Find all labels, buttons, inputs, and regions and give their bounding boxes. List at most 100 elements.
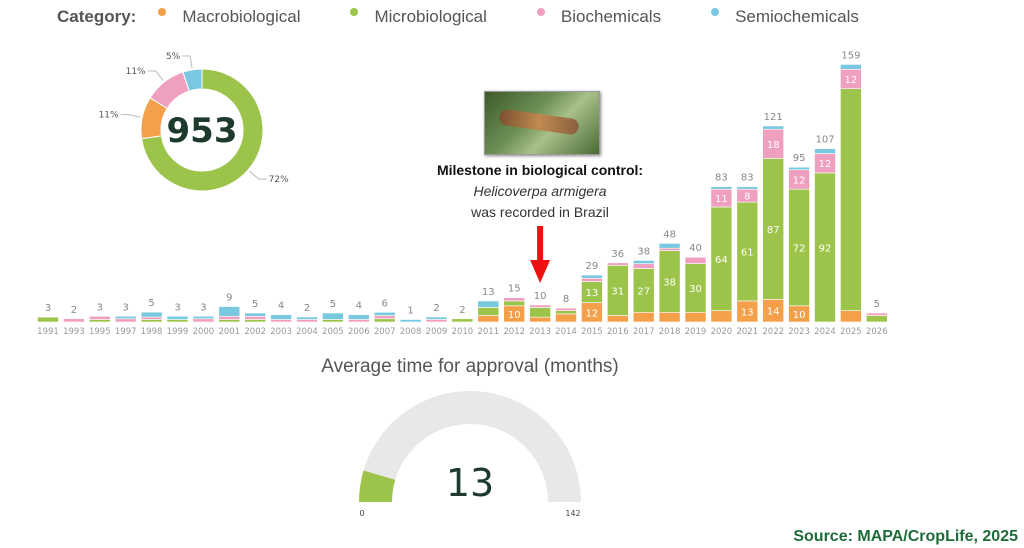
bar-segment-label: 61	[741, 248, 754, 259]
x-tick-label: 2020	[711, 327, 733, 337]
gauge-track	[359, 391, 581, 502]
legend-item-micro[interactable]: Microbiological	[350, 7, 487, 27]
bar-segment-microbiological	[140, 319, 163, 323]
bar-segment-biochemicals	[373, 315, 396, 320]
bar-total-label: 83	[715, 173, 728, 184]
x-tick-label: 2024	[814, 327, 836, 337]
legend-item-semio[interactable]: Semiochemicals	[711, 7, 859, 27]
bar-segment-semiochemicals	[244, 312, 266, 317]
bar-segment-label: 30	[689, 284, 702, 295]
bar-segment-biochemicals	[503, 297, 526, 302]
bar-segment-biochemicals	[296, 319, 318, 323]
x-tick-label: 2021	[736, 327, 758, 337]
bar-total-label: 3	[45, 303, 51, 314]
bar-segment-semiochemicals	[399, 319, 422, 323]
bar-total-label: 36	[611, 249, 624, 260]
gauge-min-label: 0	[359, 509, 364, 518]
bar-total-label: 107	[815, 135, 834, 146]
x-tick-label: 2002	[244, 327, 266, 337]
legend-dot-icon	[711, 8, 720, 16]
bar-segment-semiochemicals	[140, 311, 163, 318]
bar-segment-label: 12	[819, 159, 832, 170]
bar-segment-label: 12	[793, 175, 806, 186]
bar-segment-semiochemicals	[658, 243, 681, 249]
bar-segment-microbiological	[555, 310, 577, 315]
bar-segment-label: 13	[741, 307, 754, 318]
bar-segment-microbiological	[166, 319, 189, 323]
bar-segment-semiochemicals	[581, 274, 603, 279]
bar-total-label: 3	[200, 302, 206, 313]
bar-segment-semiochemicals	[347, 314, 370, 320]
bar-total-label: 2	[304, 303, 310, 314]
x-tick-label: 1993	[63, 327, 85, 337]
bar-total-label: 159	[841, 50, 860, 61]
bar-segment-microbiological	[373, 318, 396, 323]
x-tick-label: 2000	[193, 327, 215, 337]
legend-dot-icon	[536, 8, 545, 16]
bar-segment-microbiological	[244, 319, 266, 323]
bar-segment-semiochemicals	[192, 315, 215, 320]
bar-segment-label: 27	[637, 286, 650, 297]
x-tick-label: 2008	[400, 327, 422, 337]
legend-item-bio[interactable]: Biochemicals	[536, 7, 661, 27]
bar-segment-macrobiological	[632, 311, 655, 323]
bar-total-label: 2	[71, 305, 77, 316]
bar-total-label: 95	[793, 153, 806, 164]
bar-segment-microbiological	[477, 307, 500, 316]
bar-total-label: 121	[764, 112, 783, 123]
bar-segment-biochemicals	[89, 315, 111, 320]
bar-segment-semiochemicals	[632, 260, 655, 264]
donut-slice-microbiological	[141, 68, 264, 192]
bar-segment-biochemicals	[140, 316, 163, 320]
bar-total-label: 15	[508, 284, 521, 295]
bar-total-label: 3	[174, 302, 180, 313]
x-tick-label: 2023	[788, 327, 810, 337]
chart-legend: Category: Macrobiological Microbiologica…	[57, 6, 909, 28]
bar-total-label: 5	[252, 299, 258, 310]
bar-total-label: 6	[382, 298, 388, 309]
bar-segment-biochemicals	[581, 277, 603, 282]
donut-leader-line	[249, 170, 267, 180]
x-tick-label: 1995	[89, 327, 111, 337]
bar-segment-biochemicals	[425, 319, 448, 323]
bar-segment-label: 14	[767, 307, 780, 318]
x-tick-label: 2025	[840, 327, 862, 337]
bar-segment-label: 10	[793, 310, 806, 321]
x-tick-label: 2004	[296, 327, 318, 337]
bar-segment-microbiological	[840, 88, 862, 311]
x-tick-label: 2013	[529, 327, 551, 337]
caterpillar-shape	[498, 108, 580, 136]
bar-segment-biochemicals	[192, 318, 215, 323]
x-tick-label: 2018	[659, 327, 681, 337]
bar-segment-biochemicals	[632, 263, 655, 269]
x-tick-label: 2026	[866, 327, 888, 337]
x-tick-label: 2019	[685, 327, 707, 337]
bar-segment-biochemicals	[529, 304, 551, 308]
bar-segment-biochemicals	[244, 315, 266, 320]
bar-segment-macrobiological	[710, 310, 733, 323]
bar-segment-label: 10	[508, 310, 521, 321]
legend-dot-icon	[158, 8, 167, 16]
x-tick-label: 1999	[167, 327, 189, 337]
bar-segment-semiochemicals	[710, 186, 733, 190]
bar-segment-biochemicals	[218, 315, 241, 320]
arrow-down-icon	[530, 260, 551, 283]
x-tick-label: 2006	[348, 327, 370, 337]
bar-segment-label: 64	[715, 255, 728, 266]
bar-segment-biochemicals	[347, 319, 370, 323]
x-tick-label: 2009	[426, 327, 448, 337]
legend-item-macro[interactable]: Macrobiological	[158, 7, 300, 27]
x-tick-label: 2001	[218, 327, 240, 337]
bar-segment-semiochemicals	[477, 300, 500, 308]
bar-total-label: 5	[330, 299, 336, 310]
bar-segment-macrobiological	[606, 315, 629, 323]
bar-segment-semiochemicals	[296, 316, 318, 320]
donut-total: 953	[167, 111, 238, 151]
bar-segment-label: 12	[845, 75, 858, 86]
donut-pct-label: 11%	[126, 67, 146, 77]
x-tick-label: 2014	[555, 327, 577, 337]
bar-total-label: 5	[148, 298, 154, 309]
gauge-title: Average time for approval (months)	[321, 356, 619, 377]
bar-segment-macrobiological	[477, 315, 500, 323]
